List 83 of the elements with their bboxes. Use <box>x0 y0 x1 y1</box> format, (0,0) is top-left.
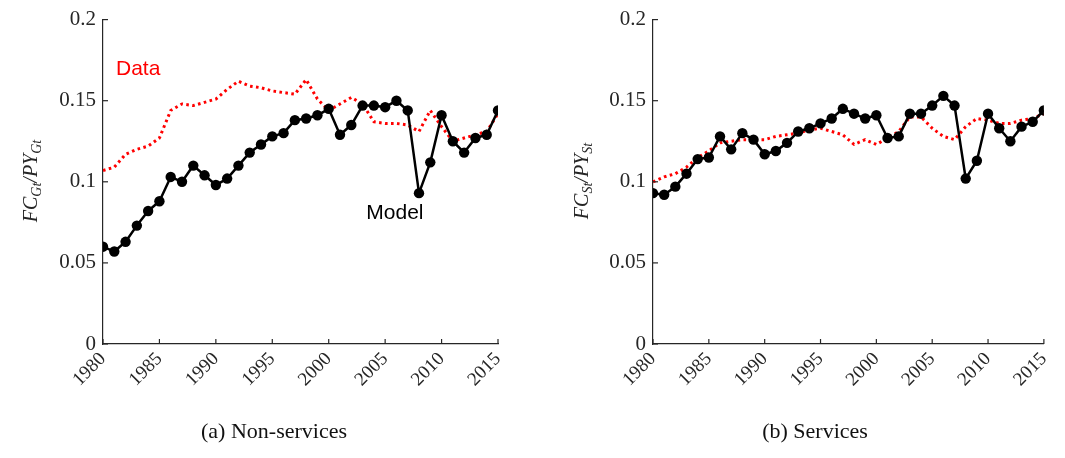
point <box>826 113 837 124</box>
point <box>142 205 154 217</box>
point <box>267 131 278 142</box>
point <box>692 153 703 165</box>
point <box>346 119 357 131</box>
point <box>312 110 323 121</box>
series-label: Model <box>366 200 424 224</box>
y-tick-label: 0.15 <box>609 87 646 112</box>
point <box>244 147 255 158</box>
point <box>289 114 301 126</box>
point <box>300 113 312 124</box>
point <box>893 131 904 142</box>
point <box>1005 136 1016 147</box>
point <box>994 123 1005 134</box>
point <box>982 108 994 119</box>
point <box>658 189 670 200</box>
line-series <box>103 78 498 172</box>
point <box>368 100 380 111</box>
point <box>759 149 770 160</box>
point <box>165 171 176 183</box>
point <box>210 179 222 191</box>
point <box>915 108 927 119</box>
point <box>447 136 459 147</box>
point <box>131 220 143 231</box>
point <box>323 103 334 115</box>
point <box>470 132 481 144</box>
point <box>402 105 413 116</box>
point <box>781 137 793 149</box>
point <box>848 108 860 119</box>
point <box>815 118 826 129</box>
point <box>199 170 210 181</box>
point <box>436 110 447 121</box>
point <box>670 181 681 192</box>
point <box>971 155 983 166</box>
text: (b) Services <box>761 417 869 445</box>
point <box>221 173 233 184</box>
point <box>882 132 893 144</box>
point <box>927 100 938 111</box>
y-tick-label: 0.15 <box>59 87 96 112</box>
point <box>871 110 882 121</box>
point <box>379 101 391 113</box>
point <box>681 168 692 179</box>
point <box>109 246 120 257</box>
point <box>391 95 402 106</box>
point <box>748 134 759 145</box>
point <box>714 131 726 142</box>
point <box>233 160 244 171</box>
point <box>413 187 425 199</box>
point <box>792 126 804 137</box>
point <box>859 113 871 124</box>
series-label: Data <box>115 56 161 80</box>
point <box>154 196 165 207</box>
y-tick-label: 0.1 <box>69 168 96 193</box>
point <box>481 129 492 140</box>
point <box>904 108 916 119</box>
y-tick-label: 0.2 <box>69 6 96 31</box>
y-tick-label: 0.1 <box>619 168 646 193</box>
point <box>960 173 971 184</box>
y-tick-label: 0.05 <box>59 249 96 274</box>
point <box>278 127 289 139</box>
point <box>425 157 436 168</box>
point <box>737 127 748 139</box>
point <box>334 129 346 140</box>
point <box>357 100 368 111</box>
point <box>725 144 737 155</box>
point <box>804 123 815 134</box>
point <box>188 160 199 171</box>
x-tick-label: 1990 <box>729 347 772 390</box>
x-tick-label: 1990 <box>180 347 223 390</box>
y-tick-label: 0.2 <box>619 6 646 31</box>
point <box>938 90 949 102</box>
point <box>458 147 470 158</box>
text: (a) Non-services <box>200 417 348 445</box>
point <box>1016 121 1027 132</box>
point <box>949 100 960 111</box>
point <box>255 139 267 150</box>
y-tick-label: 0.05 <box>609 249 646 274</box>
point <box>703 152 715 163</box>
point <box>837 103 849 115</box>
point <box>120 236 131 248</box>
point <box>770 145 782 157</box>
point <box>1027 116 1038 127</box>
point <box>176 176 188 187</box>
